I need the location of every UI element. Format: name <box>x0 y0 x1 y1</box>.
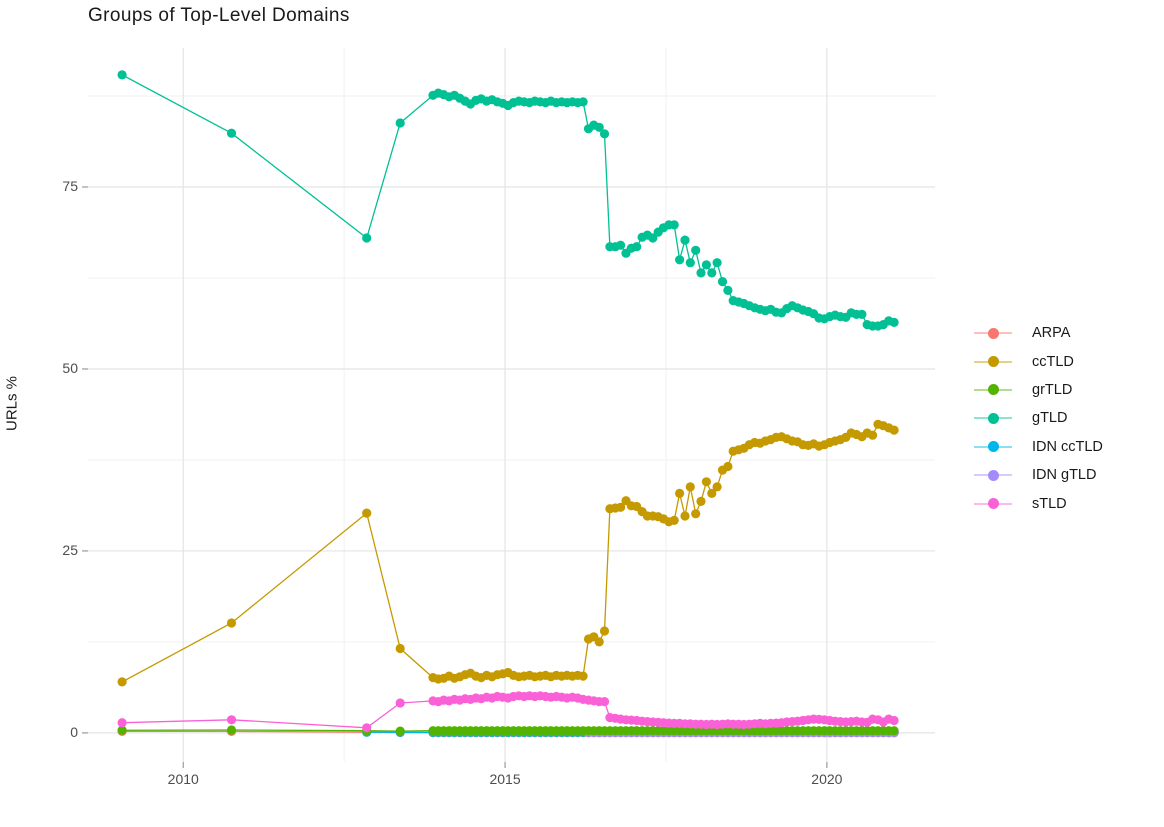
legend-dot-icon <box>987 412 999 424</box>
legend-dot-icon <box>987 469 999 481</box>
legend-label: ARPA <box>1032 325 1071 342</box>
series-point-cctld <box>599 626 610 636</box>
series-point-cctld <box>578 671 588 681</box>
legend-label: IDN ccTLD <box>1032 438 1103 455</box>
legend-label: IDN gTLD <box>1032 467 1097 484</box>
series-point-cctld <box>701 477 712 487</box>
legend-key-icon <box>972 411 1014 425</box>
series-point-gtld <box>691 245 701 255</box>
series-point-cctld <box>616 502 626 512</box>
series-point-gtld <box>632 242 642 252</box>
series-point-cctld <box>669 515 679 526</box>
series-point-cctld <box>226 618 237 628</box>
legend-item-grtld: grTLD <box>972 376 1103 404</box>
series-point-cctld <box>889 425 899 435</box>
series-point-gtld <box>707 268 717 278</box>
series-point-stld <box>599 697 610 707</box>
legend-label: sTLD <box>1032 495 1067 512</box>
legend-key-icon <box>972 383 1014 397</box>
series-point-gtld <box>717 277 728 287</box>
series-point-gtld <box>712 258 722 268</box>
series-point-cctld <box>594 637 604 647</box>
legend-dot-icon <box>987 356 999 368</box>
series-point-cctld <box>362 508 372 518</box>
series-point-cctld <box>117 677 127 687</box>
legend-item-idn-cctld: IDN ccTLD <box>972 433 1103 461</box>
series-point-gtld <box>701 260 712 270</box>
series-point-gtld <box>395 118 405 128</box>
series-point-stld <box>362 723 372 733</box>
legend-dot-icon <box>987 384 999 396</box>
series-point-cctld <box>696 496 706 506</box>
legend-item-idn-gtld: IDN gTLD <box>972 461 1103 489</box>
series-point-gtld <box>675 255 685 265</box>
series-point-stld <box>117 718 127 728</box>
series-point-stld <box>226 715 237 725</box>
legend-key-icon <box>972 468 1014 482</box>
series-point-cctld <box>395 643 405 654</box>
legend-key-icon <box>972 440 1014 454</box>
series-point-gtld <box>599 129 610 139</box>
series-point-cctld <box>675 488 685 498</box>
series-point-gtld <box>117 70 127 80</box>
legend: ARPA ccTLD grTLD gTLD IDN ccTLD IDN gTLD sTLD <box>972 319 1103 518</box>
series-line-gtld <box>121 74 895 327</box>
series-point-grtld <box>117 725 127 735</box>
series-point-cctld <box>707 488 717 498</box>
legend-label: gTLD <box>1032 410 1068 427</box>
x-axis-tick-label: 2010 <box>167 771 199 787</box>
series-point-gtld <box>594 122 604 132</box>
series-point-grtld <box>889 726 899 736</box>
series-point-grtld <box>395 726 405 736</box>
series-point-gtld <box>685 258 695 268</box>
series-point-cctld <box>691 509 701 519</box>
series-point-gtld <box>857 309 867 319</box>
y-axis-tick-label: 50 <box>62 359 78 376</box>
series-point-gtld <box>669 220 679 230</box>
series-point-cctld <box>680 511 690 521</box>
series-point-cctld <box>685 482 695 492</box>
series-point-stld <box>395 698 405 708</box>
legend-item-arpa: ARPA <box>972 319 1103 347</box>
series-point-cctld <box>723 461 733 472</box>
series-point-gtld <box>723 285 733 295</box>
x-axis-tick-label: 2015 <box>489 771 521 787</box>
series-point-gtld <box>696 268 706 278</box>
series-point-gtld <box>648 233 658 243</box>
legend-dot-icon <box>987 441 999 453</box>
legend-item-stld: sTLD <box>972 489 1103 517</box>
legend-dot-icon <box>987 498 999 510</box>
legend-label: ccTLD <box>1032 353 1074 370</box>
y-axis-tick-label: 75 <box>62 178 78 194</box>
series-point-gtld <box>578 97 588 107</box>
legend-key-icon <box>972 497 1014 511</box>
legend-key-icon <box>972 355 1014 369</box>
series-point-gtld <box>616 240 626 250</box>
legend-item-gtld: gTLD <box>972 404 1103 432</box>
legend-dot-icon <box>987 327 999 339</box>
series-point-gtld <box>680 235 690 245</box>
series-point-gtld <box>889 317 899 327</box>
series-point-gtld <box>362 233 372 243</box>
y-axis-title: URLs % <box>3 376 21 432</box>
series-point-cctld <box>868 430 878 440</box>
x-axis-tick-label: 2020 <box>811 771 843 787</box>
legend-label: grTLD <box>1032 381 1073 398</box>
series-point-grtld <box>226 725 237 735</box>
series-point-gtld <box>226 128 237 138</box>
y-axis-tick-label: 25 <box>62 541 78 558</box>
series-point-cctld <box>712 482 722 492</box>
legend-item-cctld: ccTLD <box>972 347 1103 375</box>
legend-key-icon <box>972 326 1014 340</box>
chart-title: Groups of Top-Level Domains <box>88 5 350 26</box>
y-axis-tick-label: 0 <box>70 723 78 740</box>
series-line-cctld <box>121 423 895 683</box>
series-point-stld <box>889 715 899 726</box>
